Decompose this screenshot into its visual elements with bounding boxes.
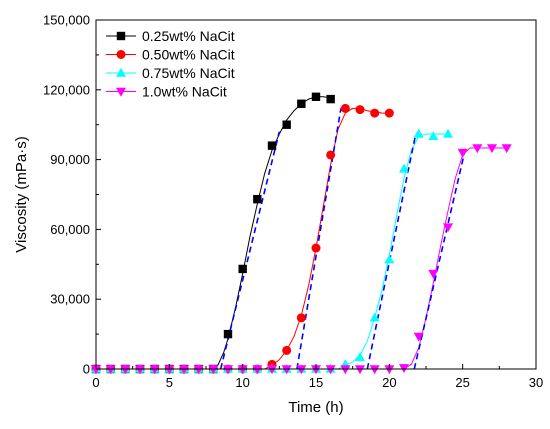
- data-point: [252, 365, 263, 375]
- data-point: [384, 254, 395, 264]
- data-point: [428, 269, 439, 279]
- data-point: [296, 313, 306, 323]
- data-point: [223, 365, 233, 375]
- data-point: [326, 150, 336, 160]
- data-point: [105, 365, 116, 375]
- data-point: [325, 365, 336, 375]
- data-point: [399, 163, 409, 173]
- data-point: [282, 345, 292, 355]
- data-point: [120, 365, 131, 375]
- x-tick-label: 0: [92, 375, 99, 390]
- data-point: [267, 365, 277, 375]
- x-tick-label: 10: [235, 375, 249, 390]
- data-point: [311, 92, 321, 101]
- data-point: [355, 365, 365, 375]
- data-point: [472, 144, 483, 154]
- data-point: [326, 94, 335, 104]
- linear-fit-line: [413, 147, 467, 370]
- data-point: [340, 365, 351, 375]
- x-axis-title: Time (h): [288, 399, 343, 416]
- data-point: [413, 128, 424, 138]
- data-point: [370, 108, 380, 118]
- legend-marker: [116, 31, 126, 41]
- x-tick-label: 5: [166, 375, 173, 390]
- data-point: [443, 223, 453, 233]
- y-tick-label: 0: [83, 362, 90, 377]
- fit-curve: [96, 107, 390, 370]
- y-axis-title: Viscosity (mPa·s): [13, 136, 30, 252]
- fit-curves: [96, 96, 507, 370]
- data-point: [355, 352, 365, 362]
- data-point: [297, 99, 306, 108]
- data-point: [267, 141, 277, 150]
- legend-label: 0.25wt% NaCit: [142, 28, 235, 44]
- data-points: [91, 92, 512, 375]
- data-point: [282, 120, 291, 129]
- data-point: [179, 365, 189, 375]
- linear-fit-line: [366, 133, 417, 370]
- plot-area: [91, 92, 512, 375]
- legend: 0.25wt% NaCit 0.50wt% NaCit 0.75wt% NaCit 1…: [106, 28, 235, 100]
- data-point: [238, 264, 247, 274]
- x-tick-label: 15: [309, 375, 323, 390]
- legend-label: 0.50wt% NaCit: [142, 47, 235, 63]
- fit-curve: [96, 96, 331, 370]
- data-point: [135, 365, 145, 375]
- data-point: [91, 365, 101, 375]
- data-point: [237, 365, 248, 375]
- y-tick-label: 150,000: [43, 13, 90, 28]
- x-tick-label: 30: [529, 375, 543, 390]
- data-point: [311, 365, 321, 375]
- legend-marker: [116, 67, 126, 77]
- y-tick-label: 60,000: [50, 222, 90, 237]
- data-point: [384, 365, 395, 375]
- data-point: [487, 144, 497, 154]
- linear-fit-line: [219, 131, 281, 370]
- data-point: [355, 105, 365, 115]
- data-point: [223, 329, 233, 339]
- data-point: [281, 365, 292, 375]
- legend-label: 0.75wt% NaCit: [142, 65, 235, 81]
- legend-marker: [116, 50, 126, 59]
- data-point: [253, 194, 262, 204]
- data-point: [384, 108, 394, 118]
- data-point: [501, 144, 512, 154]
- data-point: [340, 103, 350, 113]
- linear-fit-line: [296, 108, 342, 370]
- data-point: [149, 365, 160, 375]
- data-point: [457, 148, 468, 158]
- data-point: [443, 128, 453, 138]
- data-point: [296, 365, 307, 375]
- x-tick-label: 25: [455, 375, 469, 390]
- data-point: [208, 365, 219, 375]
- y-axis-ticks: 0 30,000 60,000 90,000 120,000 150,000: [43, 13, 101, 377]
- legend-label: 1.0wt% NaCit: [142, 84, 227, 100]
- x-axis-ticks: 0 5 10 15 20 25 30: [92, 364, 543, 390]
- fit-curve: [96, 133, 448, 370]
- data-point: [428, 131, 439, 141]
- data-point: [164, 365, 175, 375]
- y-tick-label: 30,000: [50, 292, 90, 307]
- fit-curve: [96, 147, 507, 370]
- legend-marker: [116, 87, 126, 97]
- data-point: [193, 365, 204, 375]
- data-point: [369, 312, 380, 322]
- x-tick-label: 20: [382, 375, 396, 390]
- data-point: [413, 332, 424, 342]
- data-point: [311, 243, 321, 253]
- y-tick-label: 90,000: [50, 152, 90, 167]
- data-point: [369, 365, 380, 375]
- y-tick-label: 120,000: [43, 82, 90, 97]
